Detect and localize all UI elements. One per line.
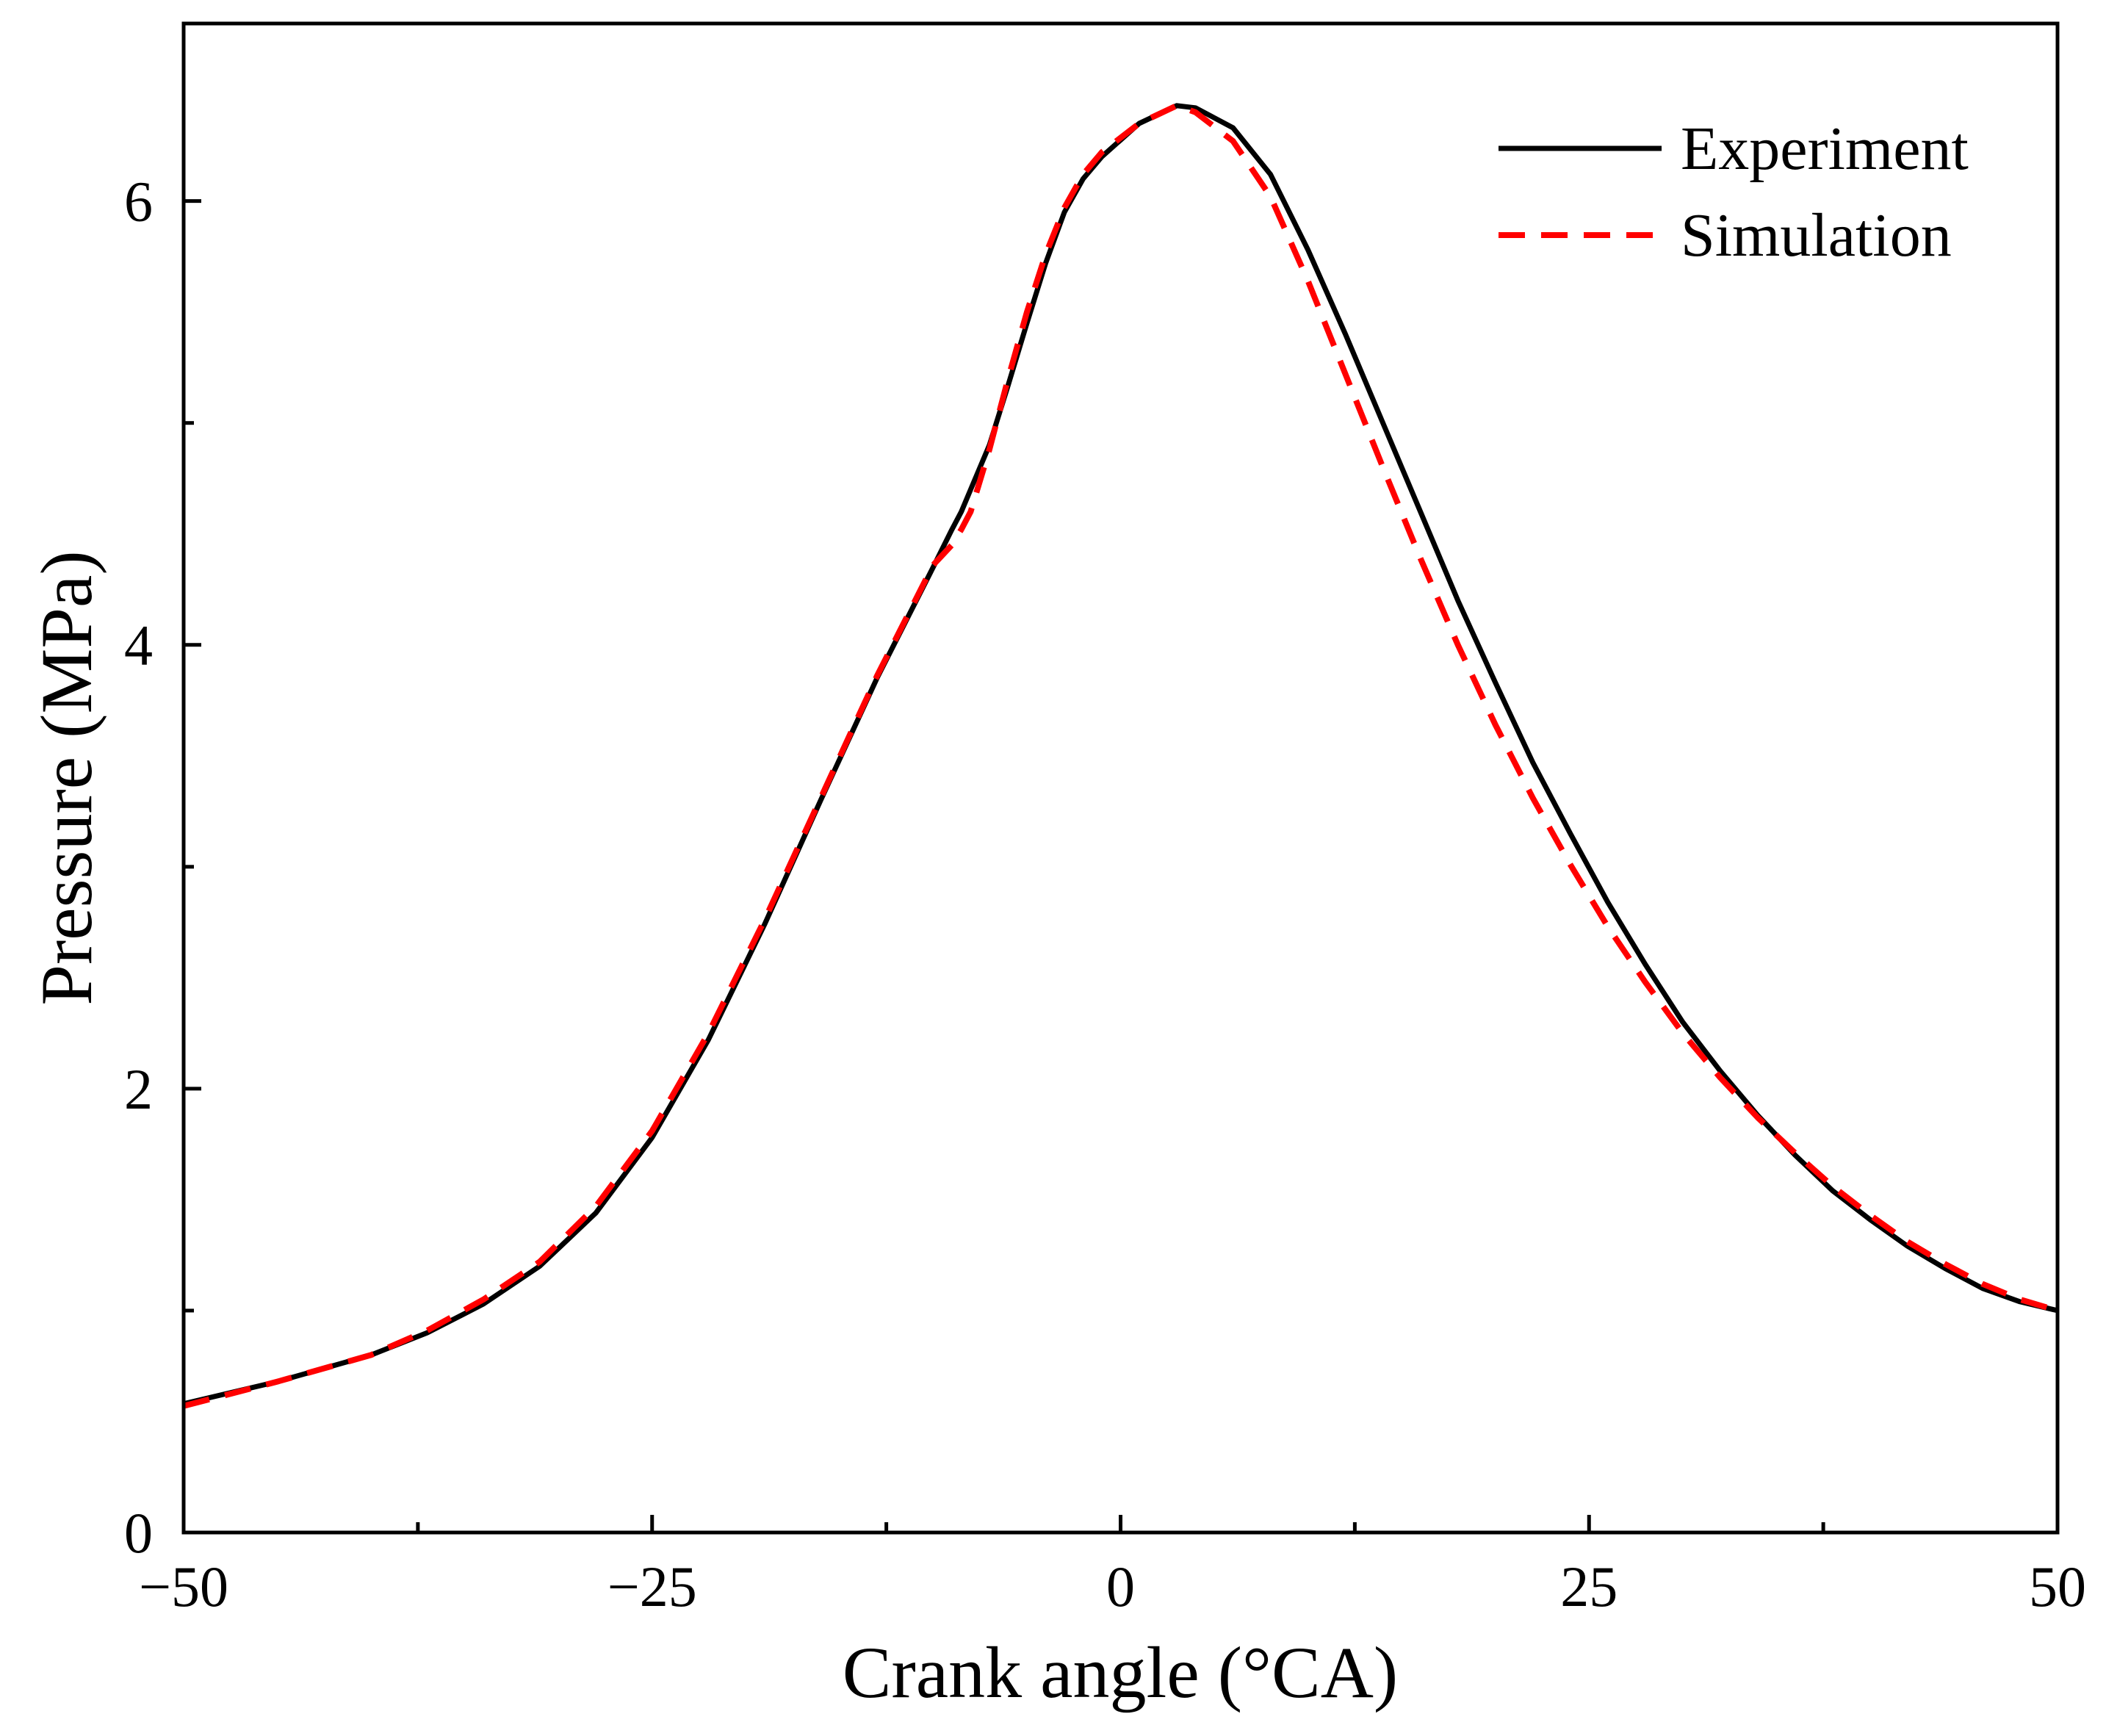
y-tick-label: 2 — [124, 1057, 153, 1121]
x-axis-title: Crank angle (°CA) — [843, 1632, 1398, 1713]
series-line-simulation — [182, 102, 2059, 1409]
y-tick-label: 0 — [124, 1501, 153, 1565]
series-layer — [182, 102, 2059, 1409]
legend: Experiment Simulation — [1499, 115, 1969, 270]
x-tick-label: 25 — [1560, 1555, 1618, 1618]
x-tick-label: −25 — [607, 1555, 697, 1618]
legend-label-experiment: Experiment — [1681, 115, 1969, 183]
x-tick-label: 0 — [1106, 1555, 1135, 1618]
x-tick-label: −50 — [139, 1555, 228, 1618]
y-tick-label: 6 — [124, 170, 153, 234]
axis-layer: −50 −25 0 25 50 0 2 4 6 — [124, 170, 2086, 1618]
y-tick-label: 4 — [124, 613, 153, 677]
y-axis-title: Pressure (MPa) — [26, 550, 107, 1005]
legend-label-simulation: Simulation — [1681, 201, 1952, 270]
x-tick-label: 50 — [2029, 1555, 2086, 1618]
